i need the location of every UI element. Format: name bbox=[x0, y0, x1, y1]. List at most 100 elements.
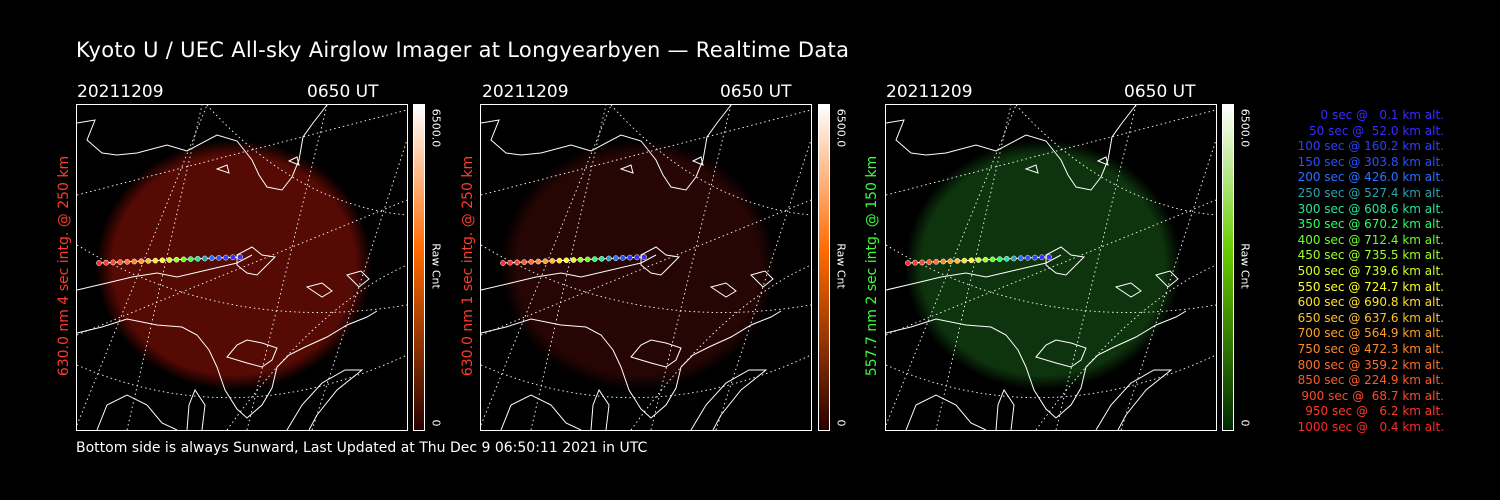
trajectory-point bbox=[1003, 255, 1010, 262]
trajectory-point bbox=[577, 256, 584, 263]
coastline bbox=[691, 156, 704, 166]
legend-entry: 600 sec @ 690.8 km alt. bbox=[1297, 295, 1444, 310]
legend-entry: 800 sec @ 359.2 km alt. bbox=[1297, 357, 1444, 372]
panel-2-time: 0650 UT bbox=[720, 82, 792, 102]
lat-lon-grid-line bbox=[77, 354, 407, 399]
coastline bbox=[287, 156, 300, 166]
trajectory-point bbox=[1039, 254, 1045, 261]
altitude-time-legend: 0 sec @ 0.1 km alt. 50 sec @ 52.0 km alt… bbox=[1262, 108, 1444, 435]
trajectory-point bbox=[926, 259, 933, 265]
trajectory-point bbox=[605, 255, 612, 262]
lat-lon-grid-line bbox=[481, 109, 811, 196]
panel-1-time: 0650 UT bbox=[307, 82, 379, 102]
coastline bbox=[886, 310, 1187, 419]
legend-entry: 100 sec @ 160.2 km alt. bbox=[1297, 139, 1444, 154]
trajectory-point bbox=[919, 259, 925, 266]
page-title: Kyoto U / UEC All-sky Airglow Imager at … bbox=[76, 38, 850, 62]
panel-3-date: 20211209 bbox=[886, 82, 973, 102]
legend-entry: 350 sec @ 670.2 km alt. bbox=[1297, 217, 1444, 232]
panel-1-date: 20211209 bbox=[77, 82, 164, 102]
lat-lon-grid-line bbox=[206, 105, 407, 216]
lat-lon-grid-line bbox=[1120, 139, 1216, 430]
lat-lon-grid-line bbox=[481, 199, 811, 336]
coastline bbox=[286, 369, 364, 430]
coastline bbox=[1095, 369, 1173, 430]
trajectory-point bbox=[124, 258, 131, 265]
trajectory-point bbox=[187, 256, 194, 262]
trajectory-point bbox=[627, 254, 633, 261]
trajectory-point bbox=[947, 258, 954, 265]
coastline bbox=[1114, 282, 1142, 298]
trajectory-point bbox=[961, 257, 968, 264]
trajectory-point bbox=[237, 254, 243, 260]
legend-entry: 500 sec @ 739.6 km alt. bbox=[1297, 263, 1444, 278]
trajectory-point bbox=[201, 255, 208, 262]
lat-lon-grid-line bbox=[886, 109, 1216, 196]
panel-2-colorbar bbox=[818, 104, 830, 431]
coastline bbox=[619, 164, 634, 174]
trajectory-point bbox=[982, 256, 989, 263]
coastline bbox=[1024, 164, 1039, 174]
trajectory-point bbox=[230, 254, 236, 261]
coastline bbox=[1096, 156, 1109, 166]
legend-entry: 700 sec @ 564.9 km alt. bbox=[1297, 326, 1444, 341]
lat-lon-grid-line bbox=[481, 354, 811, 399]
trajectory-point bbox=[152, 257, 159, 264]
panel-2-map[interactable] bbox=[480, 104, 812, 431]
coastline bbox=[346, 270, 370, 288]
trajectory-point bbox=[542, 258, 549, 265]
airglow-disk bbox=[905, 140, 1181, 390]
coastline bbox=[186, 388, 206, 430]
trajectory-point bbox=[528, 258, 535, 265]
legend-entry: 750 sec @ 472.3 km alt. bbox=[1297, 341, 1444, 356]
legend-entry: 0 sec @ 0.1 km alt. bbox=[1312, 108, 1444, 122]
trajectory-point bbox=[1046, 254, 1052, 260]
trajectory-point bbox=[549, 258, 556, 264]
coastline bbox=[96, 394, 178, 430]
coastline bbox=[1155, 270, 1179, 288]
coastline bbox=[905, 394, 987, 430]
coastline bbox=[77, 254, 253, 291]
coastline bbox=[1045, 246, 1086, 276]
airglow-disk bbox=[500, 140, 776, 390]
lat-lon-grid-line bbox=[1055, 105, 1137, 430]
trajectory-point bbox=[194, 255, 201, 262]
lat-lon-grid-line bbox=[630, 264, 811, 430]
trajectory-point bbox=[1017, 255, 1024, 262]
coastline bbox=[215, 164, 230, 174]
lat-lon-grid-line bbox=[311, 139, 407, 430]
trajectory-point bbox=[110, 259, 116, 266]
trajectory-point bbox=[905, 260, 911, 266]
trajectory-point bbox=[591, 256, 598, 262]
trajectory-point bbox=[996, 256, 1003, 262]
trajectory-point bbox=[145, 258, 152, 264]
legend-entry: 850 sec @ 224.9 km alt. bbox=[1297, 373, 1444, 388]
lat-lon-grid-line bbox=[886, 244, 1216, 313]
coastline bbox=[886, 105, 1137, 191]
coastline bbox=[995, 388, 1015, 430]
trajectory-point bbox=[173, 256, 180, 263]
trajectory-point bbox=[612, 255, 619, 262]
coastline bbox=[305, 282, 333, 298]
legend-entry: 550 sec @ 724.7 km alt. bbox=[1297, 279, 1444, 294]
lat-lon-grid-line bbox=[77, 199, 407, 336]
trajectory-point bbox=[954, 258, 961, 264]
trajectory-point bbox=[535, 258, 542, 265]
airglow-map-svg bbox=[77, 105, 407, 430]
panel-3-time: 0650 UT bbox=[1124, 82, 1196, 102]
trajectory-point bbox=[521, 259, 528, 265]
legend-entry: 200 sec @ 426.0 km alt. bbox=[1297, 170, 1444, 185]
lat-lon-grid-line bbox=[886, 354, 1216, 399]
trajectory-point bbox=[514, 259, 520, 266]
lat-lon-grid-line bbox=[77, 244, 407, 313]
trajectory-point bbox=[634, 254, 640, 261]
legend-entry: 300 sec @ 608.6 km alt. bbox=[1297, 201, 1444, 216]
lat-lon-grid-line bbox=[650, 105, 732, 430]
coastline bbox=[226, 339, 278, 368]
panel-2-date: 20211209 bbox=[482, 82, 569, 102]
airglow-disk bbox=[96, 140, 372, 390]
trajectory-point bbox=[507, 259, 513, 266]
trajectory-point bbox=[641, 254, 647, 260]
panel-1-map[interactable] bbox=[76, 104, 408, 431]
panel-3-map[interactable] bbox=[885, 104, 1217, 431]
